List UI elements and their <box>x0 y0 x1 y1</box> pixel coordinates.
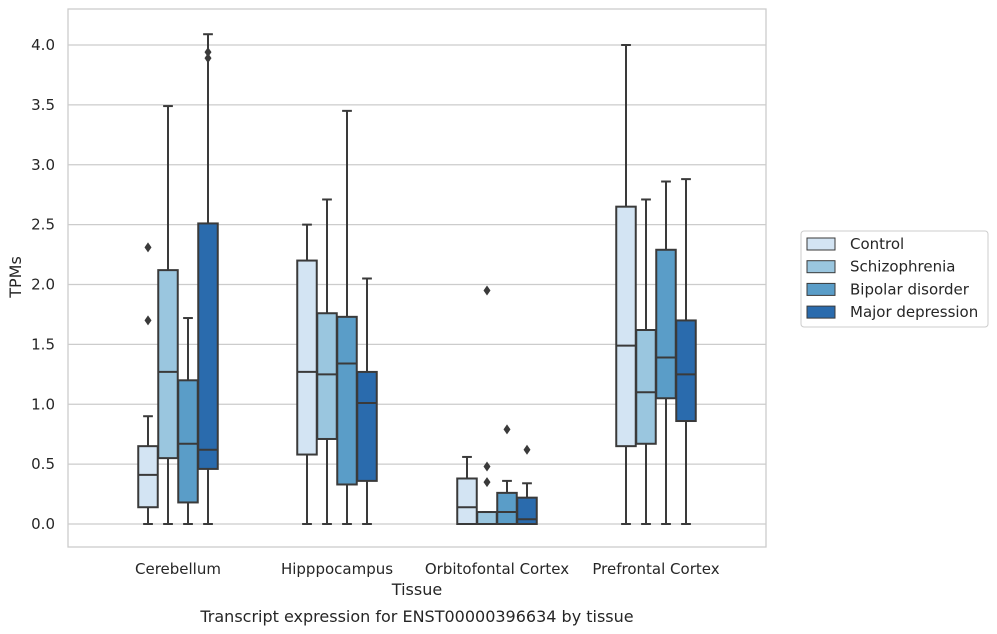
legend-swatch <box>806 237 836 251</box>
y-tick-label: 2.5 <box>31 216 55 234</box>
y-tick-label: 0.5 <box>31 455 55 473</box>
box-control <box>296 223 318 525</box>
plot-area-frame <box>67 8 767 548</box>
x-tick-label: Orbitofontal Cortex <box>425 560 569 578</box>
box-body <box>197 222 219 470</box>
box-major-depression <box>356 277 378 525</box>
y-tick-label: 4.0 <box>31 36 55 54</box>
legend-label: Schizophrenia <box>850 258 955 276</box>
box-body <box>296 259 318 456</box>
box-bipolar-disorder <box>177 317 199 525</box>
x-tick-label: Hipppocampus <box>281 560 393 578</box>
outlier-marker <box>503 424 511 435</box>
boxes <box>137 33 697 526</box>
box-body <box>496 491 518 525</box>
outlier-marker <box>483 477 491 488</box>
legend-frame <box>800 230 989 328</box>
x-tick-label: Cerebellum <box>135 560 221 578</box>
box-body <box>137 445 159 509</box>
box-control <box>615 44 637 525</box>
outlier-marker <box>523 444 531 455</box>
box-major-depression <box>516 444 538 525</box>
legend-swatch <box>806 282 836 296</box>
x-tick-label: Prefrontal Cortex <box>592 560 719 578</box>
y-tick-label: 3.0 <box>31 156 55 174</box>
box-body <box>336 315 358 486</box>
legend: Control Schizophrenia Bipolar disorder Majo… <box>800 230 989 328</box>
outlier-marker <box>144 242 152 253</box>
box-control <box>137 242 159 525</box>
box-body <box>356 370 378 482</box>
box-major-depression <box>675 178 697 525</box>
legend-label: Control <box>850 235 904 253</box>
box-body <box>456 477 478 525</box>
x-axis-title: Tissue <box>391 580 442 599</box>
box-body <box>316 312 338 440</box>
box-schizophrenia <box>476 285 498 526</box>
box-bipolar-disorder <box>496 424 518 525</box>
outlier-marker <box>204 53 212 64</box>
outlier-marker <box>483 461 491 472</box>
box-body <box>635 329 657 445</box>
x-axis-ticks: Cerebellum Hipppocampus Orbitofontal Corte… <box>135 560 720 578</box>
legend-label: Major depression <box>850 303 978 321</box>
box-bipolar-disorder <box>336 109 358 525</box>
outlier-marker <box>204 47 212 58</box>
box-body <box>476 511 498 526</box>
y-tick-label: 3.5 <box>31 96 55 114</box>
legend-swatch <box>806 305 836 319</box>
legend-label: Bipolar disorder <box>850 280 970 298</box>
y-tick-label: 2.0 <box>31 276 55 294</box>
box-body <box>516 496 538 525</box>
y-tick-label: 1.0 <box>31 395 55 413</box>
y-tick-label: 0.0 <box>31 515 55 533</box>
outlier-marker <box>144 315 152 326</box>
box-control <box>456 455 478 525</box>
box-major-depression <box>197 33 219 525</box>
legend-swatch <box>806 260 836 274</box>
box-body <box>157 269 179 460</box>
box-body <box>615 205 637 448</box>
y-tick-label: 1.5 <box>31 335 55 353</box>
box-schizophrenia <box>316 198 338 525</box>
box-body <box>675 319 697 423</box>
figure-caption: Transcript expression for ENST0000039663… <box>199 607 633 626</box>
box-schizophrenia <box>157 105 179 525</box>
box-body <box>655 248 677 400</box>
box-bipolar-disorder <box>655 180 677 525</box>
y-axis-ticks: 0.0 0.5 1.0 1.5 2.0 2.5 3.0 3.5 4.0 <box>31 36 55 533</box>
box-body <box>177 379 199 504</box>
y-axis-title: TPMs <box>6 256 25 299</box>
outlier-marker <box>483 285 491 296</box>
box-schizophrenia <box>635 198 657 525</box>
